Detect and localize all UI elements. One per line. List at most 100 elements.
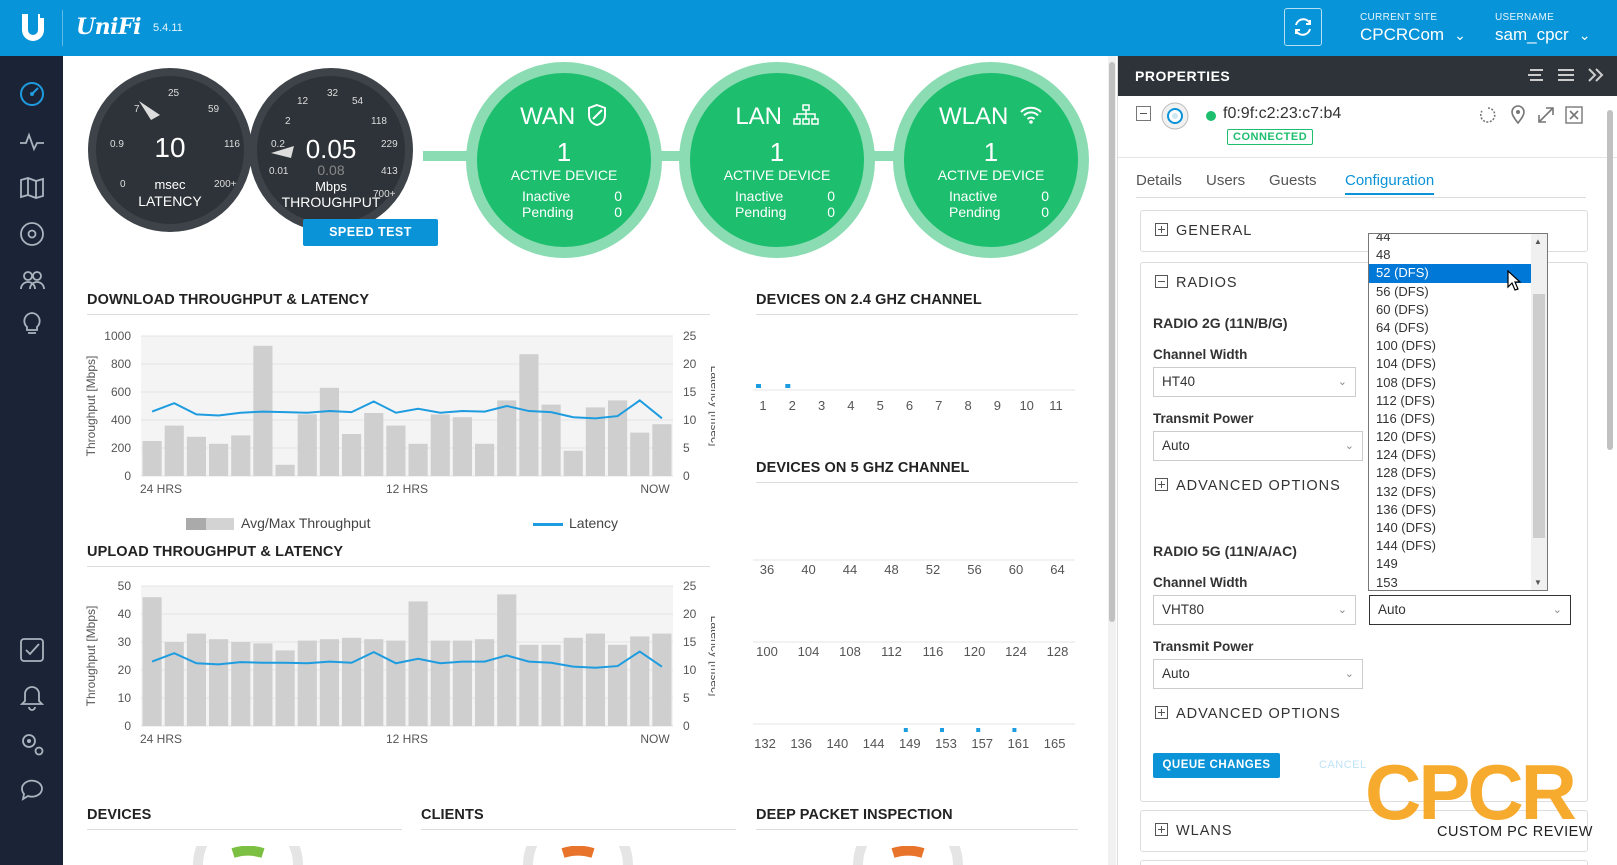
dropdown-option[interactable]: 140 (DFS) [1376,520,1436,535]
channel-label: 56 [967,562,981,577]
inactive-label: Inactive [522,188,571,204]
latency-legend-label: Latency [569,515,619,531]
lan-status[interactable]: LAN 1 ACTIVE DEVICE Inactive 0 Pending 0 [679,62,875,258]
gauge-tick: 229 [381,139,398,150]
dropdown-option[interactable]: 149 [1376,556,1398,572]
events-bell-icon[interactable] [18,684,46,712]
dropdown-option[interactable]: 48 [1376,247,1391,263]
dropdown-option[interactable]: 144 (DFS) [1376,538,1436,554]
scroll-down-arrow-icon[interactable]: ▼ [1534,578,1542,587]
tab-details[interactable]: Details [1136,172,1182,189]
y2-tick-label: 10 [683,413,697,427]
divider [87,566,710,567]
dropdown-option[interactable]: 116 (DFS) [1376,410,1435,426]
support-chat-icon[interactable] [18,776,46,804]
wan-status[interactable]: WAN 1 ACTIVE DEVICE Inactive 0 Pending 0 [466,62,662,258]
channel-dropdown-list[interactable]: 44 48 52 (DFS) 56 (DFS) 60 (DFS) 64 (DFS) 100 … [1368,233,1548,591]
y-tick-label: 0 [124,469,131,483]
wlan-title-text: WLAN [938,103,1009,130]
current-site-value: CPCRCom [1360,25,1445,44]
collapse-toggle-button[interactable] [1136,106,1151,121]
lan-count: 1 [769,137,785,167]
advanced-options-label: ADVANCED OPTIONS [1176,478,1341,494]
channel-label: 5 [877,398,884,413]
dropdown-option[interactable]: 120 (DFS) [1376,429,1436,445]
dropdown-option[interactable]: 104 (DFS) [1376,356,1436,372]
locate-pin-icon[interactable] [1508,105,1528,125]
username-select[interactable]: sam_cpcr ⌄ [1495,25,1590,45]
dropdown-scrollbar[interactable]: ▲ ▼ [1531,234,1547,590]
speed-test-button[interactable]: SPEED TEST [303,219,438,246]
wlan-status[interactable]: WLAN 1 ACTIVE DEVICE Inactive 0 Pending 0 [893,62,1089,258]
tab-users[interactable]: Users [1206,172,1246,189]
dropdown-option[interactable]: 153 [1376,574,1398,590]
queue-changes-button[interactable]: QUEUE CHANGES [1153,753,1280,778]
dropdown-option[interactable]: 52 (DFS) [1369,264,1547,283]
radio-2g-power-select[interactable]: Auto ⌄ [1153,431,1363,461]
dropdown-option[interactable]: 132 (DFS) [1376,483,1436,499]
tab-configuration[interactable]: Configuration [1345,172,1435,195]
dropdown-option[interactable]: 44 [1376,233,1391,244]
cpcr-watermark-logo: CPCR CUSTOM PC REVIEW [1365,748,1595,845]
dropdown-option[interactable]: 136 (DFS) [1376,501,1436,517]
collapse-panel-icon[interactable] [1586,65,1606,85]
dropdown-option[interactable]: 100 (DFS) [1376,338,1436,354]
scrollbar-thumb[interactable] [1533,294,1545,538]
general-header[interactable]: GENERAL [1155,223,1252,239]
radio-5g-channel-select[interactable]: Auto ⌄ [1369,595,1571,625]
alerts-check-icon[interactable] [18,636,46,664]
scrollbar-thumb[interactable] [1607,110,1613,450]
device-marker [1012,728,1017,732]
dropdown-option[interactable]: 128 (DFS) [1376,465,1436,481]
tab-guests[interactable]: Guests [1269,172,1317,189]
radio-2g-width-select[interactable]: HT40 ⌄ [1153,367,1356,397]
dropdown-option[interactable]: 60 (DFS) [1376,301,1429,317]
wlans-header[interactable]: WLANS [1155,823,1233,839]
wlans-section[interactable]: WLANS [1140,810,1588,852]
scroll-up-arrow-icon[interactable]: ▲ [1534,237,1542,246]
main-scrollbar[interactable] [1108,56,1116,865]
dropdown-options: 44 48 52 (DFS) 56 (DFS) 60 (DFS) 64 (DFS) 100 … [1369,233,1547,590]
channel-label: 7 [935,398,942,413]
list-align-icon[interactable] [1526,65,1546,85]
throughput-bar [364,639,384,726]
y-tick-label: 10 [118,691,132,705]
menu-icon[interactable] [1556,65,1576,85]
channel-label: 11 [1049,398,1063,413]
radio-5g-width-select[interactable]: VHT80 ⌄ [1153,595,1356,625]
y-tick-label: 40 [118,607,132,621]
current-site-select[interactable]: CPCRCom ⌄ [1360,25,1466,45]
cancel-button[interactable]: CANCEL [1319,759,1367,771]
properties-scrollbar[interactable] [1606,100,1614,860]
clients-icon[interactable] [18,266,46,294]
radio-5g-advanced-toggle[interactable]: ADVANCED OPTIONS [1155,706,1341,722]
radios-header[interactable]: RADIOS [1155,275,1238,291]
dropdown-option[interactable]: 108 (DFS) [1376,374,1436,390]
dropdown-option[interactable]: 56 (DFS) [1376,283,1429,299]
watermark-logo-text: CPCR [1365,748,1577,836]
watermark-tagline: CUSTOM PC REVIEW [1437,824,1593,840]
statistics-icon[interactable] [18,128,46,156]
restart-icon[interactable] [1478,105,1498,125]
pending-count: 0 [1041,204,1049,220]
dashboard-icon[interactable] [18,80,46,108]
dropdown-option[interactable]: 112 (DFS) [1376,392,1435,408]
channel-label: 136 [790,736,812,751]
scrollbar-thumb[interactable] [1109,62,1115,622]
map-icon[interactable] [18,174,46,202]
dropdown-option[interactable]: 64 (DFS) [1376,319,1429,335]
devices-icon[interactable] [18,220,46,248]
settings-icon[interactable] [18,730,46,758]
close-icon[interactable] [1564,105,1584,125]
refresh-button[interactable] [1284,8,1322,46]
ubiquiti-logo-icon[interactable] [18,12,48,44]
dropdown-option[interactable]: 124 (DFS) [1376,447,1436,463]
radio-2g-advanced-toggle[interactable]: ADVANCED OPTIONS [1155,478,1341,494]
channel-width-label: Channel Width [1153,347,1248,362]
insights-icon[interactable] [18,310,46,338]
refresh-icon [1295,18,1311,36]
throughput-bar [497,400,517,476]
expand-icon[interactable] [1536,105,1556,125]
wlan-title: WLAN [904,103,1078,131]
radio-5g-power-select[interactable]: Auto ⌄ [1153,659,1363,689]
